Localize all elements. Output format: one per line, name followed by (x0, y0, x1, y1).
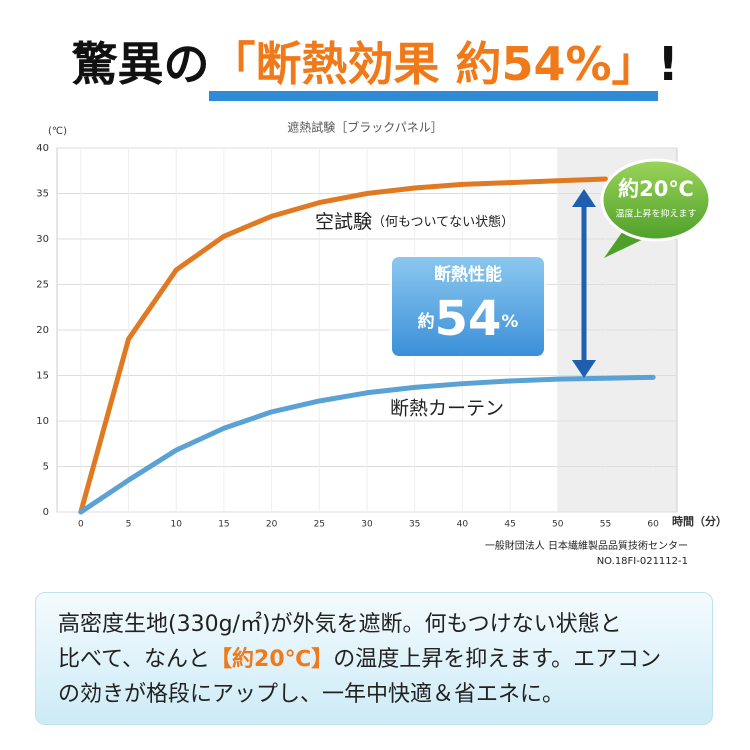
description-line: の効きが格段にアップし、一年中快適＆省エネに。 (58, 677, 690, 712)
chart: 遮熱試験［ブラックパネル］ (℃) 時間（分） 一般財団法人 日本繊維製品品質技… (36, 120, 727, 568)
x-tick-label: 5 (126, 520, 132, 530)
description-line: 高密度生地(330g/㎡)が外気を遮断。何もつけない状態と (58, 607, 690, 642)
x-tick-label: 35 (409, 520, 420, 530)
performance-box (390, 255, 546, 358)
description-text: の効きが格段にアップし、一年中快適＆省エネに。 (58, 682, 565, 707)
arrow-head (572, 360, 596, 378)
series-line (78, 176, 608, 515)
source: 一般財団法人 日本繊維製品品質技術センター (485, 539, 688, 552)
bubble-main: 約20℃ (618, 177, 694, 201)
performance-prefix: 約 (418, 311, 435, 332)
headline: 驚異の「断熱効果 約54%」! (0, 28, 750, 101)
series-note: （何もついてない状態） (372, 214, 514, 230)
source: NO.18FI-021112-1 (597, 556, 688, 567)
performance-value: 約54% (418, 291, 519, 347)
x-tick-label: 55 (600, 520, 611, 530)
y-tick-label: 25 (36, 280, 49, 291)
description-text: 高密度生地(330g/㎡)が外気を遮断。何もつけない状態と (58, 612, 622, 637)
series-line (78, 374, 656, 515)
x-tick-label: 15 (218, 520, 229, 530)
performance-label: 断熱性能 (434, 264, 502, 285)
x-tick-label: 40 (457, 520, 469, 530)
y-axis-label: (℃) (48, 126, 67, 137)
headline-prefix: 驚異の (71, 37, 210, 91)
y-tick-label: 15 (36, 371, 49, 382)
x-tick-label: 50 (552, 520, 564, 530)
x-tick-label: 20 (266, 520, 278, 530)
bubble (600, 158, 712, 242)
x-tick-label: 60 (647, 520, 659, 530)
description-box: 高密度生地(330g/㎡)が外気を遮断。何もつけない状態と 比べて、なんと【約20… (35, 592, 713, 725)
y-tick-label: 0 (43, 507, 49, 518)
x-axis-label: 時間（分） (672, 514, 727, 528)
chart-title: 遮熱試験［ブラックパネル］ (287, 120, 442, 135)
arrow-head (572, 189, 596, 207)
series-label: 断熱カーテン (390, 398, 504, 420)
headline-highlight: 「断熱効果 約54%」 (209, 37, 658, 101)
y-tick-label: 10 (36, 416, 49, 427)
y-tick-label: 5 (43, 462, 49, 473)
x-tick-label: 10 (171, 520, 183, 530)
description-text: 【約20℃】 (210, 647, 334, 672)
y-tick-label: 35 (36, 189, 49, 200)
series-name: 空試験 (315, 211, 372, 233)
performance-unit: % (501, 312, 518, 332)
x-tick-label: 30 (361, 520, 373, 530)
x-tick-label: 25 (314, 520, 325, 530)
y-tick-label: 40 (36, 143, 49, 154)
y-tick-label: 20 (36, 325, 49, 336)
description-text: の温度上昇を抑えます。エアコン (333, 647, 662, 672)
x-tick-label: 0 (78, 520, 84, 530)
description-line: 比べて、なんと【約20℃】の温度上昇を抑えます。エアコン (58, 642, 690, 677)
bubble-sub: 温度上昇を抑えます (615, 208, 696, 220)
series-label: 空試験（何もついてない状態） (315, 211, 514, 233)
x-tick-label: 45 (504, 520, 515, 530)
y-tick-label: 30 (36, 234, 49, 245)
performance-number: 54 (435, 291, 502, 347)
headline-suffix: ! (657, 37, 679, 91)
description-text: 比べて、なんと (58, 647, 211, 672)
